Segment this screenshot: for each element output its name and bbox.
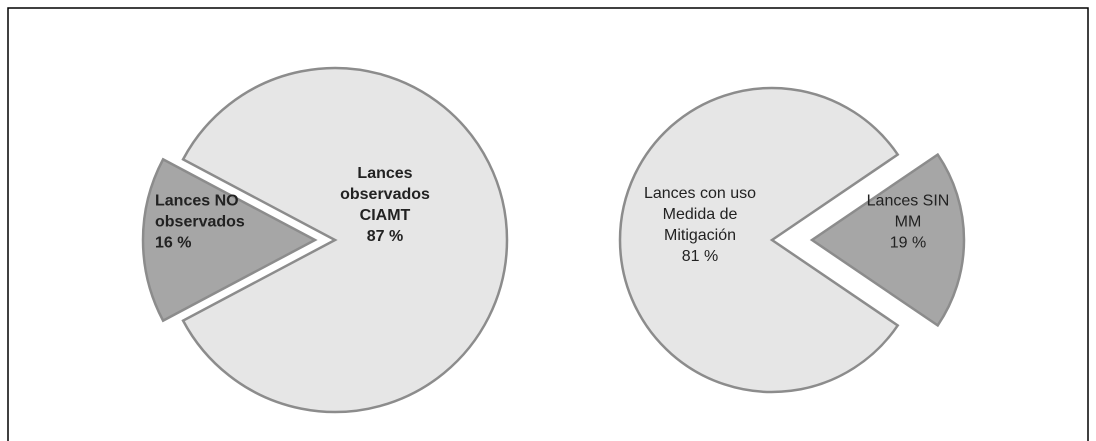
value-label: 81 % [681, 248, 719, 265]
category-label: Lances observados CIAMT [340, 165, 430, 224]
category-label: Lances SIN MM [866, 192, 950, 231]
pie-slice [141, 157, 318, 323]
pie-slice [181, 66, 509, 414]
value-label: 19 % [889, 234, 927, 252]
slice-label: Lances con uso Medida de Mitigación 81 % [630, 183, 770, 267]
category-label: Lances con uso Medida de Mitigación [643, 185, 757, 244]
slice-label: Lances NO observados 16 % [155, 191, 255, 254]
frame [7, 7, 1089, 441]
slice-label: Lances SIN MM 19 % [861, 191, 956, 254]
pie-slice [809, 152, 966, 328]
value-label: 87 % [366, 228, 404, 245]
pie-slice [618, 86, 900, 394]
category-label: Lances NO observados [155, 192, 245, 231]
value-label: 16 % [155, 234, 192, 252]
slice-label: Lances observados CIAMT 87 % [335, 163, 435, 247]
